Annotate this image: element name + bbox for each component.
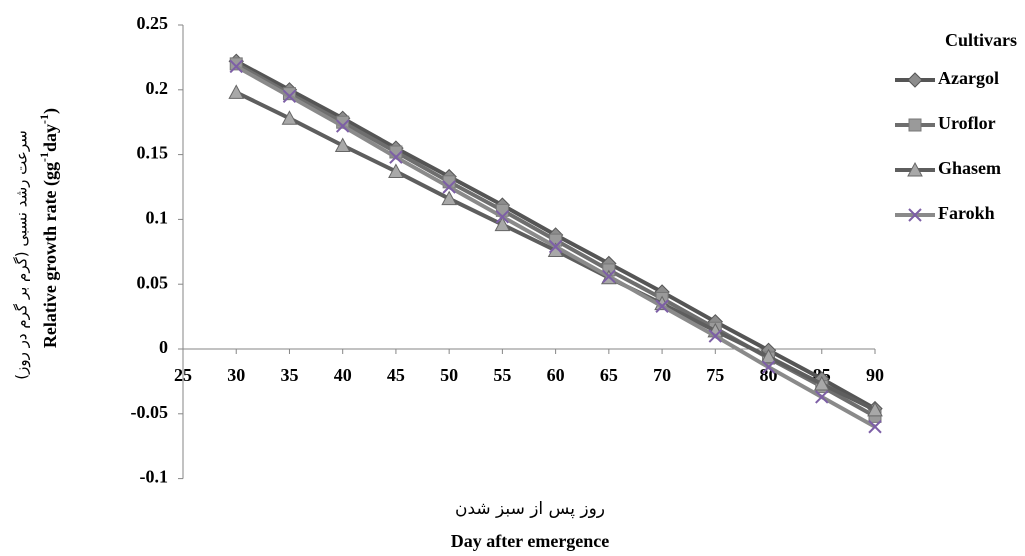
x-tick-label: 75: [706, 365, 724, 385]
x-tick-label: 90: [866, 365, 884, 385]
x-tick-label: 40: [334, 365, 352, 385]
data-point: [868, 420, 882, 434]
data-point: [442, 180, 456, 194]
data-point: [813, 375, 830, 391]
data-point: [867, 401, 883, 417]
data-point: [335, 119, 350, 133]
legend-label: Azargol: [938, 68, 999, 88]
x-tick-label: 70: [653, 365, 671, 385]
legend-label: Farokh: [938, 203, 995, 223]
x-axis-title-fa: روز پس از سبز شدن: [455, 499, 605, 519]
y-tick-label: 0.05: [137, 272, 169, 292]
y-tick-label: -0.1: [140, 467, 169, 487]
data-point: [229, 59, 243, 74]
x-tick-label: 50: [440, 365, 458, 385]
data-point: [228, 84, 245, 99]
data-point: [708, 329, 723, 343]
x-tick-label: 60: [547, 365, 565, 385]
legend-marker: [907, 161, 923, 177]
y-axis-title-part: -1: [37, 152, 51, 162]
legend-marker: [908, 208, 922, 222]
legend-marker: [907, 72, 923, 88]
y-tick-label: 0: [159, 337, 168, 357]
data-point: [602, 269, 616, 284]
y-axis-title-part: day: [40, 124, 60, 152]
y-axis-title-part: ): [40, 108, 61, 114]
y-tick-label: -0.05: [131, 402, 169, 422]
data-point: [334, 137, 351, 153]
y-tick-label: 0.2: [146, 78, 169, 98]
x-tick-label: 55: [493, 365, 511, 385]
data-point: [548, 239, 563, 254]
x-axis-title: Day after emergence: [451, 531, 610, 551]
data-point: [441, 190, 457, 206]
data-point: [761, 360, 776, 374]
data-point: [495, 210, 510, 224]
data-point: [815, 390, 829, 404]
data-point: [281, 110, 298, 125]
x-tick-label: 30: [227, 365, 245, 385]
y-tick-label: 0.25: [137, 13, 169, 33]
y-axis-title-fa: سرعت رشد نسبی (گرم بر گرم در روز): [13, 130, 31, 379]
data-point: [760, 348, 777, 364]
legend-label: Uroflor: [938, 113, 996, 133]
y-axis-title-part: Relative growth rate (gg: [40, 162, 61, 348]
x-tick-label: 25: [174, 365, 192, 385]
y-tick-label: 0.15: [137, 143, 169, 163]
y-axis-title: Relative growth rate (gg-1day-1): [37, 108, 61, 348]
legend-label: Ghasem: [938, 158, 1001, 178]
data-point: [282, 89, 297, 103]
data-point: [494, 216, 511, 232]
legend-marker: [908, 118, 922, 132]
y-axis-title-part: -1: [37, 114, 51, 124]
y-tick-label: 0.1: [146, 208, 169, 228]
legend-title: Cultivars: [945, 30, 1017, 50]
data-point: [388, 163, 404, 178]
data-point: [389, 150, 403, 164]
data-point: [655, 299, 669, 313]
x-tick-label: 35: [280, 365, 298, 385]
x-tick-label: 65: [600, 365, 618, 385]
x-tick-label: 45: [387, 365, 405, 385]
